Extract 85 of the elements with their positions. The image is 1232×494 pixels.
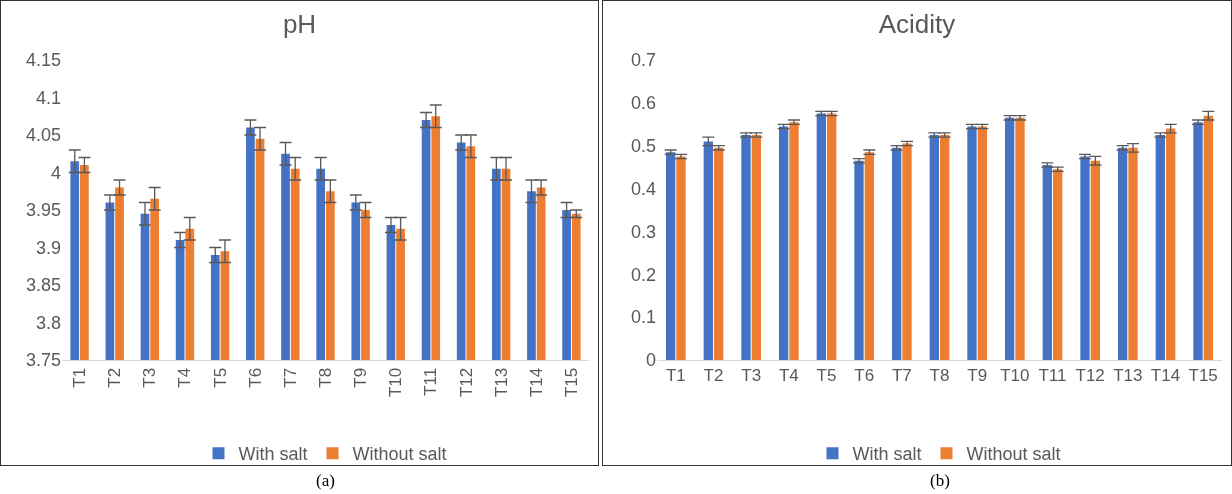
x-tick-label: T9 — [967, 366, 988, 386]
x-tick-label: T8 — [929, 366, 950, 386]
x-tick-label: T14 — [1150, 366, 1181, 386]
x-tick-label: T10 — [386, 367, 406, 398]
legend-label: With salt — [238, 444, 308, 465]
bar — [1203, 115, 1214, 360]
bar — [676, 156, 686, 360]
bar — [854, 160, 864, 360]
bar — [1193, 122, 1203, 360]
y-tick-label: 0.4 — [630, 178, 656, 199]
bar — [940, 135, 950, 360]
bar — [703, 141, 713, 360]
y-tick-label: 0.1 — [630, 307, 656, 328]
x-tick-label: T2 — [105, 367, 125, 388]
bar — [891, 147, 902, 360]
x-tick-label: T12 — [1075, 366, 1105, 386]
x-tick-label: T4 — [175, 367, 195, 388]
bar — [741, 135, 751, 360]
x-tick-label: T5 — [816, 366, 837, 386]
y-tick-label: 0.3 — [630, 221, 656, 242]
bar — [1042, 165, 1052, 360]
x-tick-label: T6 — [854, 366, 875, 386]
x-tick-label: T11 — [421, 367, 441, 396]
bar — [827, 113, 837, 360]
text: (b) — [930, 471, 950, 490]
x-tick-label: T3 — [140, 367, 160, 388]
x-tick-label: T13 — [1113, 366, 1143, 386]
legend-label: Without salt — [352, 444, 447, 465]
text: (a) — [316, 471, 335, 490]
x-tick-label: T9 — [351, 367, 371, 388]
y-tick-label: 0.5 — [630, 136, 656, 157]
y-tick-label: 3.95 — [25, 200, 61, 221]
bar — [778, 126, 789, 360]
x-tick-label: T6 — [245, 367, 265, 388]
y-tick-label: 4.05 — [25, 125, 61, 146]
bar — [816, 113, 826, 360]
x-tick-label: T12 — [456, 367, 476, 398]
y-tick-label: 3.9 — [35, 237, 61, 258]
y-tick-label: 0.7 — [630, 50, 656, 71]
x-tick-label: T1 — [70, 367, 90, 388]
bar — [902, 143, 912, 360]
y-tick-label: 4 — [50, 162, 61, 183]
legend-label: Without salt — [966, 444, 1061, 465]
bar — [789, 122, 799, 360]
x-tick-label: T13 — [491, 367, 511, 398]
bar — [714, 147, 724, 360]
bar — [1155, 135, 1165, 360]
x-tick-label: T7 — [891, 366, 912, 386]
bar — [1090, 160, 1101, 360]
x-tick-label: T14 — [526, 367, 546, 398]
y-tick-label: 3.75 — [25, 350, 61, 371]
x-tick-label: T11 — [1038, 366, 1067, 386]
legend-label: With salt — [852, 444, 922, 465]
bar — [977, 126, 988, 360]
bar — [864, 152, 875, 360]
x-tick-label: T7 — [280, 367, 300, 388]
y-tick-label: 0.6 — [630, 93, 656, 114]
y-tick-label: 3.85 — [25, 275, 61, 296]
y-tick-label: 3.8 — [35, 312, 61, 333]
x-tick-label: T5 — [210, 367, 230, 388]
bar — [1166, 128, 1176, 360]
bar — [929, 135, 939, 360]
bar — [751, 135, 762, 360]
x-tick-label: T10 — [1000, 366, 1030, 386]
y-tick-label: 4.15 — [25, 50, 61, 71]
x-tick-label: T4 — [778, 366, 799, 386]
y-tick-label: 0 — [645, 350, 656, 371]
bar — [665, 152, 676, 360]
y-tick-label: 4.1 — [35, 87, 61, 108]
x-tick-label: T8 — [316, 367, 336, 388]
bar — [1015, 117, 1025, 360]
chart-title: Acidity — [878, 9, 956, 40]
y-tick-label: 0.2 — [630, 264, 656, 285]
x-tick-label: T2 — [703, 366, 724, 386]
x-tick-label: T3 — [741, 366, 762, 386]
x-tick-label: T15 — [1188, 366, 1218, 386]
bar — [1004, 117, 1015, 360]
x-tick-label: T15 — [561, 367, 581, 398]
x-tick-label: T1 — [665, 366, 686, 386]
bar — [1053, 169, 1063, 360]
chart-title: pH — [282, 9, 317, 40]
bar — [1128, 147, 1138, 360]
bar — [1117, 147, 1128, 360]
bar — [967, 126, 977, 360]
bar — [1080, 156, 1090, 360]
